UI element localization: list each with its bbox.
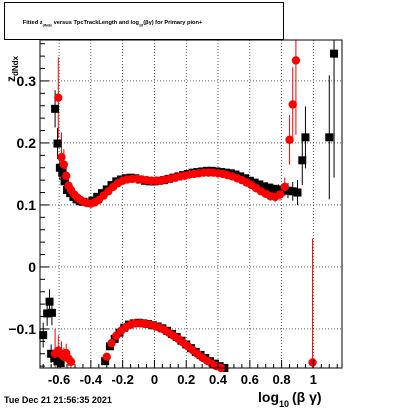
- chart-title-sub2: 10: [139, 24, 143, 28]
- plot-frame: [39, 39, 343, 369]
- x-tick-label: -0.4: [80, 372, 103, 387]
- data-point-circle: [57, 152, 66, 162]
- data-point-circle: [59, 160, 69, 169]
- y-tick-label: 0: [28, 259, 36, 275]
- x-tick-label: 0.4: [209, 372, 228, 387]
- data-point-square: [325, 133, 334, 142]
- data-point-circle: [102, 352, 111, 362]
- data-point-square: [255, 180, 264, 189]
- y-axis-label-sub: dNdx: [11, 55, 20, 76]
- chart-title: Fitted zdNdx versus TpcTrackLength and l…: [23, 20, 203, 28]
- data-point-circle: [54, 93, 63, 102]
- data-point-square: [101, 357, 110, 366]
- data-point-square: [283, 186, 292, 195]
- data-point-square: [55, 163, 64, 172]
- data-point-square: [39, 331, 48, 340]
- data-point-square: [53, 139, 62, 148]
- y-tick-label: 0.2: [17, 135, 37, 151]
- data-point-square: [43, 309, 52, 318]
- chart-title-main: Fitted z: [23, 20, 43, 26]
- data-point-square: [264, 183, 273, 192]
- x-tick-label: -0.6: [48, 372, 70, 387]
- data-point-square: [47, 308, 56, 317]
- x-tick-label: 0.6: [241, 372, 259, 387]
- data-point-square: [56, 359, 65, 368]
- y-axis-label: zdNdx: [4, 55, 20, 82]
- title-box: Fitted zdNdx versus TpcTrackLength and l…: [4, 2, 284, 40]
- chart-title-text: Fitted zdNdx versus TpcTrackLength and l…: [23, 20, 203, 28]
- x-tick-label: 0.8: [273, 372, 291, 387]
- data-point-circle: [285, 135, 294, 145]
- data-point-circle: [107, 338, 116, 348]
- y-tick-label: 0.1: [17, 197, 37, 213]
- data-point-circle: [66, 357, 76, 366]
- data-point-square: [60, 177, 69, 186]
- data-point-square: [51, 104, 60, 113]
- data-point-circle: [291, 56, 301, 65]
- y-axis-label-main: z: [4, 76, 18, 82]
- data-point-square: [260, 182, 269, 191]
- chart-title-tail: (βγ) for Primary pion+: [143, 20, 203, 26]
- data-point-square: [298, 156, 307, 165]
- x-tick-label: -0.2: [111, 372, 133, 387]
- data-point-square: [330, 49, 339, 58]
- x-axis-label-tail: (β γ): [292, 389, 322, 405]
- x-axis-label-main: log: [258, 389, 279, 405]
- x-tick-label: 0.2: [177, 372, 195, 387]
- data-point-circle: [280, 182, 289, 192]
- data-point-circle: [275, 190, 285, 199]
- y-tick-label: −0.1: [8, 321, 36, 337]
- data-point-square: [293, 188, 302, 197]
- x-tick-label: 1: [310, 372, 317, 387]
- data-point-square: [45, 297, 54, 306]
- data-point-square: [58, 168, 67, 177]
- y-tick-label: 0.3: [17, 73, 37, 89]
- datestamp: Tue Dec 21 21:56:35 2021: [4, 395, 112, 405]
- data-point-square: [274, 185, 283, 194]
- data-point-square: [288, 187, 297, 196]
- tick-layer: -0.6 -0.4 -0.2 0 0.2 0.4 0.6 0.8 1 −0.1 0 0.1 0.2 0.3: [8, 43, 338, 387]
- chart-title-middle: versus TpcTrackLength and log: [52, 20, 140, 26]
- data-point-square: [269, 184, 278, 193]
- data-point-square: [301, 133, 310, 142]
- x-axis-label: log10 (β γ): [258, 389, 322, 409]
- data-point-circle: [288, 100, 297, 109]
- data-point-circle: [62, 171, 71, 180]
- data-point-circle: [308, 358, 317, 367]
- marker-layer: [39, 49, 339, 373]
- chart-title-sub: dNdx: [43, 24, 53, 28]
- x-tick-label: 0: [151, 372, 158, 387]
- x-axis-label-sub: 10: [279, 399, 289, 409]
